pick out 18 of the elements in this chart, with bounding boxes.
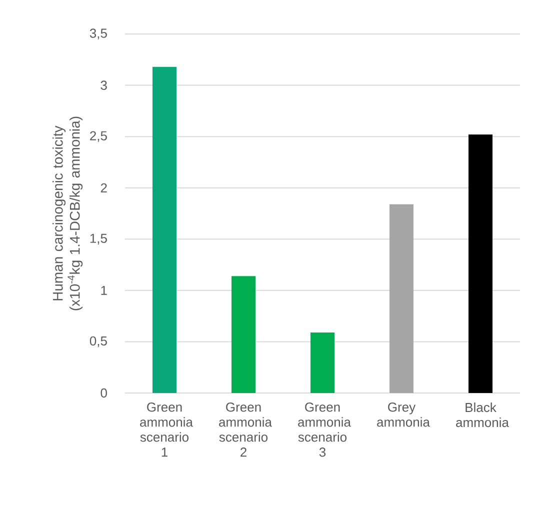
x-tick-label: Black ammonia [456, 402, 509, 428]
y-tick-label: 0 [100, 388, 107, 398]
y-tick-label: 3 [100, 80, 107, 90]
x-tick-label: Grey ammonia [377, 402, 430, 427]
y-tick-label: 1,5 [90, 234, 107, 244]
bar [152, 66, 176, 393]
y-tick-label: 1 [101, 286, 107, 295]
y-tick-label: 2 [100, 183, 107, 192]
x-tick-label: Green ammonia scenario 1 [140, 402, 193, 457]
bar [390, 204, 414, 393]
y-tick-label: 0,5 [90, 336, 107, 348]
x-tick-label: Green ammonia scenario 3 [298, 402, 351, 457]
y-tick-label: 2,5 [90, 131, 107, 142]
bar [310, 332, 334, 393]
y-tick-label: 3,5 [90, 28, 107, 40]
bar [468, 134, 492, 393]
bar [232, 276, 256, 393]
x-tick-label: Green ammonia scenario 2 [219, 402, 272, 457]
